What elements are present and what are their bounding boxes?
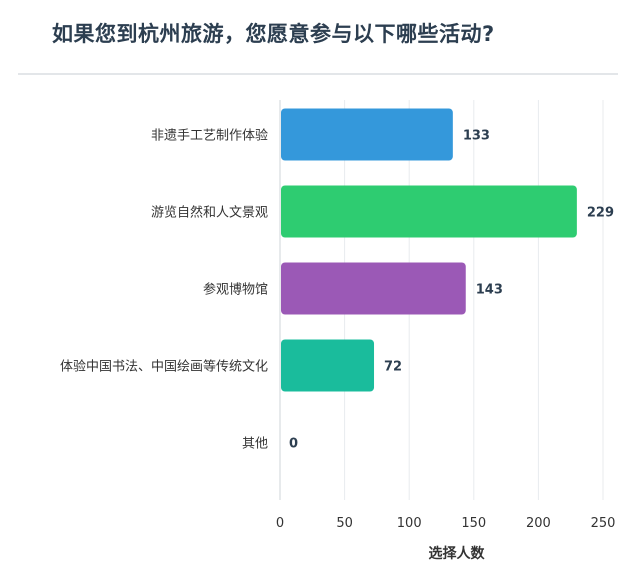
category-label: 参观博物馆 — [203, 282, 268, 298]
category-label: 游览自然和人文景观 — [151, 205, 268, 221]
data-label: 0 — [289, 437, 298, 452]
x-tick-label: 100 — [397, 516, 422, 531]
bar — [281, 262, 466, 315]
data-label: 229 — [587, 206, 614, 221]
bar — [281, 339, 375, 392]
x-tick-label: 50 — [336, 516, 353, 531]
x-tick-label: 0 — [276, 516, 284, 531]
bar — [281, 185, 577, 238]
category-label: 其他 — [242, 437, 268, 452]
x-tick-label: 250 — [591, 516, 616, 531]
category-label: 非遗手工艺制作体验 — [151, 128, 268, 144]
data-label: 133 — [463, 129, 490, 144]
x-tick-label: 200 — [526, 516, 551, 531]
data-label: 72 — [384, 360, 402, 375]
title-divider — [18, 73, 618, 75]
data-label: 143 — [476, 283, 503, 298]
chart-title: 如果您到杭州旅游，您愿意参与以下哪些活动? — [52, 22, 495, 46]
category-label: 体验中国书法、中国绘画等传统文化 — [60, 359, 268, 375]
x-tick-label: 150 — [461, 516, 486, 531]
x-axis-title: 选择人数 — [429, 545, 486, 562]
bar — [281, 108, 453, 161]
